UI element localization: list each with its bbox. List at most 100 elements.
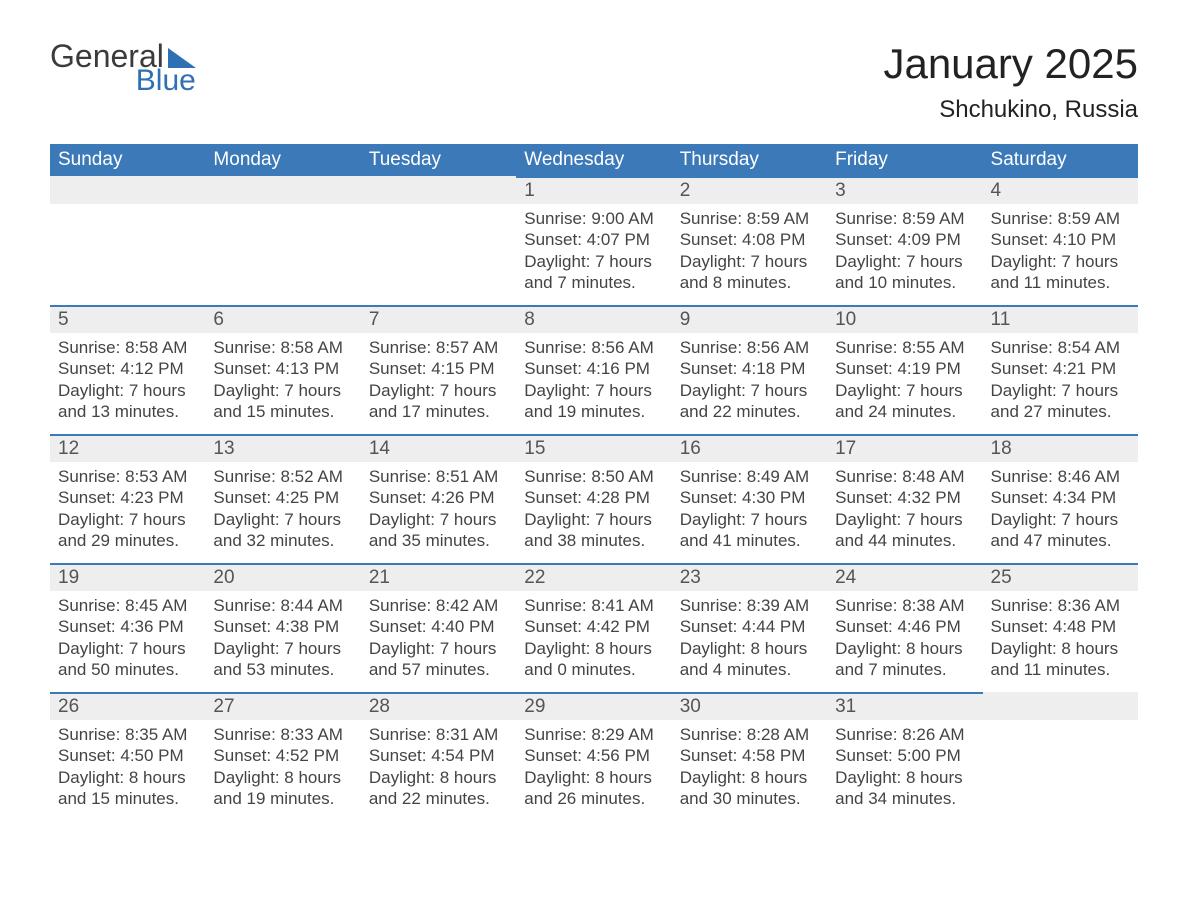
day-detail: Sunrise: 8:41 AMSunset: 4:42 PMDaylight:… xyxy=(516,591,671,692)
calendar-week-row: 19Sunrise: 8:45 AMSunset: 4:36 PMDayligh… xyxy=(50,563,1138,692)
calendar-day-cell: 4Sunrise: 8:59 AMSunset: 4:10 PMDaylight… xyxy=(983,176,1138,305)
day-detail: Sunrise: 8:59 AMSunset: 4:09 PMDaylight:… xyxy=(827,204,982,305)
calendar-day-cell: 15Sunrise: 8:50 AMSunset: 4:28 PMDayligh… xyxy=(516,434,671,563)
weekday-header: Monday xyxy=(205,144,360,176)
day-detail: Sunrise: 8:38 AMSunset: 4:46 PMDaylight:… xyxy=(827,591,982,692)
day-number: 14 xyxy=(361,434,516,462)
calendar: SundayMondayTuesdayWednesdayThursdayFrid… xyxy=(50,144,1138,821)
calendar-week-row: 1Sunrise: 9:00 AMSunset: 4:07 PMDaylight… xyxy=(50,176,1138,305)
weeks-container: 1Sunrise: 9:00 AMSunset: 4:07 PMDaylight… xyxy=(50,176,1138,821)
day-number: 20 xyxy=(205,563,360,591)
calendar-day-cell: 21Sunrise: 8:42 AMSunset: 4:40 PMDayligh… xyxy=(361,563,516,692)
weekday-header: Tuesday xyxy=(361,144,516,176)
day-detail: Sunrise: 8:52 AMSunset: 4:25 PMDaylight:… xyxy=(205,462,360,563)
day-number: 13 xyxy=(205,434,360,462)
calendar-day-cell: 14Sunrise: 8:51 AMSunset: 4:26 PMDayligh… xyxy=(361,434,516,563)
day-detail: Sunrise: 8:29 AMSunset: 4:56 PMDaylight:… xyxy=(516,720,671,821)
calendar-day-cell: 1Sunrise: 9:00 AMSunset: 4:07 PMDaylight… xyxy=(516,176,671,305)
day-number: 24 xyxy=(827,563,982,591)
day-number: 31 xyxy=(827,692,982,720)
day-detail: Sunrise: 8:56 AMSunset: 4:16 PMDaylight:… xyxy=(516,333,671,434)
calendar-week-row: 5Sunrise: 8:58 AMSunset: 4:12 PMDaylight… xyxy=(50,305,1138,434)
calendar-day-cell: 26Sunrise: 8:35 AMSunset: 4:50 PMDayligh… xyxy=(50,692,205,821)
calendar-day-cell: 25Sunrise: 8:36 AMSunset: 4:48 PMDayligh… xyxy=(983,563,1138,692)
day-detail: Sunrise: 8:56 AMSunset: 4:18 PMDaylight:… xyxy=(672,333,827,434)
day-detail: Sunrise: 8:35 AMSunset: 4:50 PMDaylight:… xyxy=(50,720,205,821)
weekday-header-row: SundayMondayTuesdayWednesdayThursdayFrid… xyxy=(50,144,1138,176)
calendar-day-cell: 24Sunrise: 8:38 AMSunset: 4:46 PMDayligh… xyxy=(827,563,982,692)
calendar-day-cell: 23Sunrise: 8:39 AMSunset: 4:44 PMDayligh… xyxy=(672,563,827,692)
calendar-day-cell: 7Sunrise: 8:57 AMSunset: 4:15 PMDaylight… xyxy=(361,305,516,434)
day-number: 22 xyxy=(516,563,671,591)
day-detail: Sunrise: 8:53 AMSunset: 4:23 PMDaylight:… xyxy=(50,462,205,563)
day-detail: Sunrise: 8:48 AMSunset: 4:32 PMDaylight:… xyxy=(827,462,982,563)
day-number: 2 xyxy=(672,176,827,204)
day-detail: Sunrise: 8:59 AMSunset: 4:08 PMDaylight:… xyxy=(672,204,827,305)
day-number: 23 xyxy=(672,563,827,591)
day-number: 10 xyxy=(827,305,982,333)
calendar-week-row: 26Sunrise: 8:35 AMSunset: 4:50 PMDayligh… xyxy=(50,692,1138,821)
day-detail: Sunrise: 9:00 AMSunset: 4:07 PMDaylight:… xyxy=(516,204,671,305)
day-number: 30 xyxy=(672,692,827,720)
day-number xyxy=(50,176,205,204)
day-number: 12 xyxy=(50,434,205,462)
calendar-day-cell: 29Sunrise: 8:29 AMSunset: 4:56 PMDayligh… xyxy=(516,692,671,821)
calendar-day-cell: 27Sunrise: 8:33 AMSunset: 4:52 PMDayligh… xyxy=(205,692,360,821)
header: General Blue January 2025 Shchukino, Rus… xyxy=(50,40,1138,124)
weekday-header: Wednesday xyxy=(516,144,671,176)
day-number: 25 xyxy=(983,563,1138,591)
calendar-day-cell xyxy=(361,176,516,305)
title-block: January 2025 Shchukino, Russia xyxy=(883,40,1138,124)
day-detail: Sunrise: 8:58 AMSunset: 4:12 PMDaylight:… xyxy=(50,333,205,434)
day-number xyxy=(205,176,360,204)
day-number: 6 xyxy=(205,305,360,333)
calendar-day-cell: 17Sunrise: 8:48 AMSunset: 4:32 PMDayligh… xyxy=(827,434,982,563)
day-detail: Sunrise: 8:33 AMSunset: 4:52 PMDaylight:… xyxy=(205,720,360,821)
weekday-header: Thursday xyxy=(672,144,827,176)
day-detail: Sunrise: 8:51 AMSunset: 4:26 PMDaylight:… xyxy=(361,462,516,563)
calendar-day-cell: 6Sunrise: 8:58 AMSunset: 4:13 PMDaylight… xyxy=(205,305,360,434)
day-detail: Sunrise: 8:50 AMSunset: 4:28 PMDaylight:… xyxy=(516,462,671,563)
calendar-day-cell xyxy=(983,692,1138,821)
weekday-header: Saturday xyxy=(983,144,1138,176)
day-number: 1 xyxy=(516,176,671,204)
calendar-day-cell: 2Sunrise: 8:59 AMSunset: 4:08 PMDaylight… xyxy=(672,176,827,305)
day-detail: Sunrise: 8:42 AMSunset: 4:40 PMDaylight:… xyxy=(361,591,516,692)
day-number xyxy=(361,176,516,204)
day-number: 28 xyxy=(361,692,516,720)
calendar-week-row: 12Sunrise: 8:53 AMSunset: 4:23 PMDayligh… xyxy=(50,434,1138,563)
day-detail: Sunrise: 8:26 AMSunset: 5:00 PMDaylight:… xyxy=(827,720,982,821)
logo: General Blue xyxy=(50,40,196,96)
day-detail: Sunrise: 8:44 AMSunset: 4:38 PMDaylight:… xyxy=(205,591,360,692)
day-detail: Sunrise: 8:46 AMSunset: 4:34 PMDaylight:… xyxy=(983,462,1138,563)
day-number: 15 xyxy=(516,434,671,462)
day-detail: Sunrise: 8:54 AMSunset: 4:21 PMDaylight:… xyxy=(983,333,1138,434)
calendar-day-cell: 31Sunrise: 8:26 AMSunset: 5:00 PMDayligh… xyxy=(827,692,982,821)
location-label: Shchukino, Russia xyxy=(883,96,1138,124)
calendar-day-cell: 22Sunrise: 8:41 AMSunset: 4:42 PMDayligh… xyxy=(516,563,671,692)
day-number: 27 xyxy=(205,692,360,720)
day-number: 7 xyxy=(361,305,516,333)
weekday-header: Friday xyxy=(827,144,982,176)
calendar-day-cell: 16Sunrise: 8:49 AMSunset: 4:30 PMDayligh… xyxy=(672,434,827,563)
calendar-day-cell: 20Sunrise: 8:44 AMSunset: 4:38 PMDayligh… xyxy=(205,563,360,692)
day-detail: Sunrise: 8:49 AMSunset: 4:30 PMDaylight:… xyxy=(672,462,827,563)
day-number: 21 xyxy=(361,563,516,591)
calendar-day-cell: 12Sunrise: 8:53 AMSunset: 4:23 PMDayligh… xyxy=(50,434,205,563)
day-detail: Sunrise: 8:59 AMSunset: 4:10 PMDaylight:… xyxy=(983,204,1138,305)
calendar-day-cell: 18Sunrise: 8:46 AMSunset: 4:34 PMDayligh… xyxy=(983,434,1138,563)
day-number: 8 xyxy=(516,305,671,333)
day-number xyxy=(983,692,1138,720)
day-detail: Sunrise: 8:31 AMSunset: 4:54 PMDaylight:… xyxy=(361,720,516,821)
calendar-day-cell: 13Sunrise: 8:52 AMSunset: 4:25 PMDayligh… xyxy=(205,434,360,563)
calendar-day-cell xyxy=(205,176,360,305)
calendar-day-cell: 11Sunrise: 8:54 AMSunset: 4:21 PMDayligh… xyxy=(983,305,1138,434)
day-number: 29 xyxy=(516,692,671,720)
day-number: 3 xyxy=(827,176,982,204)
day-number: 4 xyxy=(983,176,1138,204)
day-detail: Sunrise: 8:36 AMSunset: 4:48 PMDaylight:… xyxy=(983,591,1138,692)
logo-text-blue: Blue xyxy=(50,66,196,96)
day-detail: Sunrise: 8:45 AMSunset: 4:36 PMDaylight:… xyxy=(50,591,205,692)
calendar-day-cell: 5Sunrise: 8:58 AMSunset: 4:12 PMDaylight… xyxy=(50,305,205,434)
day-detail: Sunrise: 8:39 AMSunset: 4:44 PMDaylight:… xyxy=(672,591,827,692)
